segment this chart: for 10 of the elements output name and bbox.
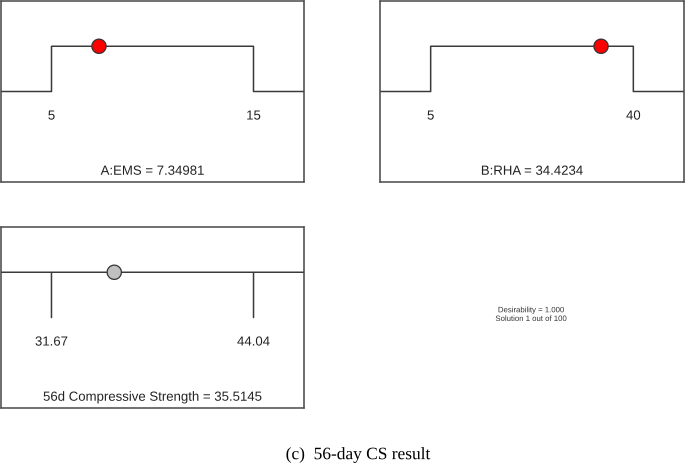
x-tick-label: 44.04: [237, 336, 270, 346]
x-axis-title: 56d Compressive Strength = 35.5145: [44, 391, 262, 404]
text: (c) 56-day CS result: [286, 447, 430, 463]
x-axis-title: A:EMS = 7.34981: [100, 166, 204, 175]
x-tick-label: 15: [247, 110, 260, 120]
x-tick-label: 5: [428, 110, 434, 120]
x-axis-title: B:RHA = 34.4234: [482, 166, 583, 175]
x-tick-label: 31.67: [35, 336, 68, 346]
x-tick-label: 5: [48, 110, 55, 120]
x-tick-label: 40: [626, 110, 640, 120]
